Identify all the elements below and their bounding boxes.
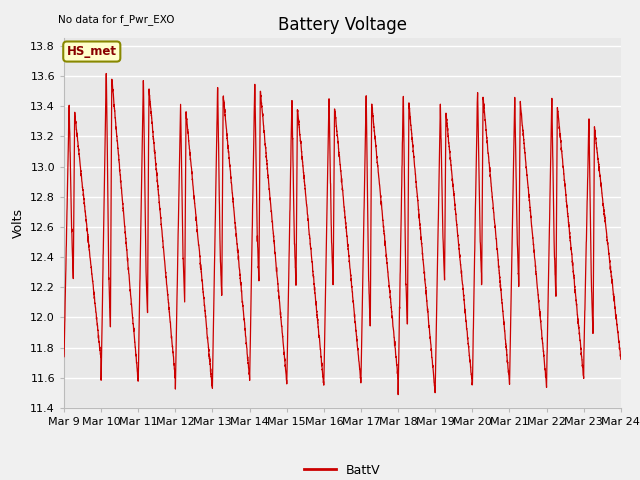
Y-axis label: Volts: Volts xyxy=(12,208,24,238)
Title: Battery Voltage: Battery Voltage xyxy=(278,16,407,34)
Text: HS_met: HS_met xyxy=(67,45,116,58)
Text: No data for f_Pwr_EXO: No data for f_Pwr_EXO xyxy=(58,14,174,25)
Legend: BattV: BattV xyxy=(300,458,385,480)
